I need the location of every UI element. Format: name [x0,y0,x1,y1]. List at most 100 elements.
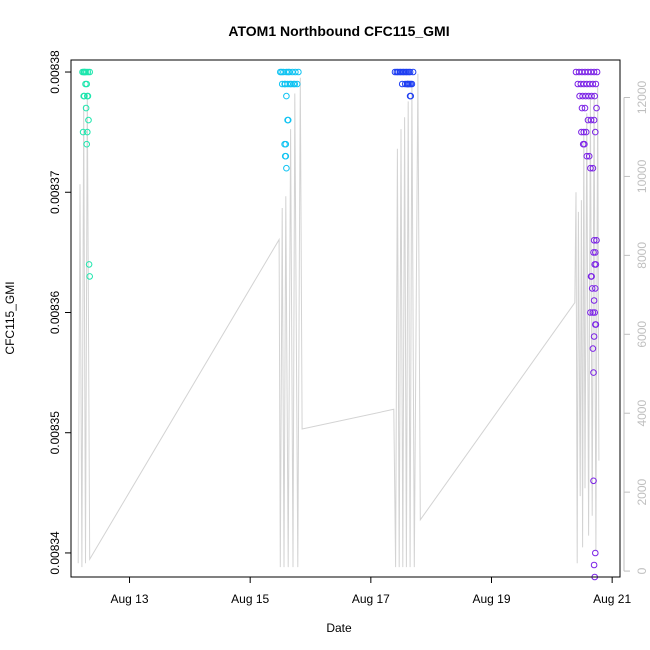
data-point [590,249,597,256]
data-point [588,273,595,280]
x-tick-label: Aug 15 [231,592,269,606]
data-point [83,140,90,148]
y-axis-right: 0 2000 4000 6000 8000 10000 12000 [623,80,649,574]
y-left-tick-label: 0.00834 [48,531,62,575]
data-point [590,297,598,304]
data-point [582,128,590,136]
data-point [578,104,586,112]
data-point [404,80,411,88]
data-point [592,80,600,88]
data-point [82,80,89,88]
data-point [585,152,593,160]
y-left-tick-label: 0.00838 [48,50,62,94]
data-point [592,549,599,557]
y-left-tick-label: 0.00835 [48,411,62,455]
data-point [82,104,90,112]
y-axis-left: 0.00834 0.00835 0.00836 0.00837 0.00838 [48,50,71,575]
data-point [86,273,93,280]
data-point [590,68,598,76]
data-point [590,333,598,340]
data-point [593,104,600,112]
data-point [578,128,585,136]
data-point [593,237,600,244]
data-point [587,309,594,316]
data-point [293,80,301,88]
data-point [295,68,302,76]
data-point [580,128,588,136]
data-point [84,92,92,100]
data-point [587,164,594,172]
data-point [406,80,413,88]
data-point [590,237,598,244]
data-point [591,261,599,268]
y-right-tick-label: 6000 [635,321,649,348]
data-point [80,68,87,76]
data-point [581,104,589,112]
data-point [590,561,598,569]
data-point [84,128,91,136]
data-point [589,309,597,316]
data-point [286,80,294,88]
scatter-layer [79,68,601,581]
data-point [592,249,599,256]
data-point [583,152,591,160]
data-point [590,477,597,485]
data-point [290,80,297,88]
chart-title: ATOM1 Northbound CFC115_GMI [228,23,449,39]
y-left-tick-label: 0.00837 [48,170,62,214]
data-point [292,68,299,76]
data-point [84,68,92,76]
data-point [588,285,596,292]
data-point [586,80,594,88]
y-right-tick-label: 0 [635,567,649,574]
y-right-tick-label: 10000 [635,159,649,193]
data-point [585,92,592,100]
data-point [409,68,417,76]
data-point [589,80,597,88]
y-right-tick-label: 4000 [635,400,649,427]
data-point [407,92,415,100]
data-point [284,116,292,124]
data-point [402,68,410,76]
data-point [282,152,290,160]
data-point [284,68,292,76]
y-right-tick-label: 12000 [635,80,649,114]
data-point [80,92,87,100]
x-axis-label: Date [326,621,352,635]
x-tick-label: Aug 13 [110,592,148,606]
data-point [581,140,588,148]
data-point [592,321,599,328]
data-point [283,164,290,172]
altitude-line [77,73,600,568]
data-point [591,92,599,100]
y-right-tick-label: 8000 [635,242,649,269]
data-point [589,164,597,172]
plot-frame [70,59,621,578]
data-point [591,309,599,316]
y-axis-label: CFC115_GMI [3,281,17,354]
x-tick-label: Aug 21 [593,592,631,606]
x-axis: Aug 13 Aug 15 Aug 17 Aug 19 Aug 21 [110,577,631,606]
x-tick-label: Aug 19 [472,592,510,606]
data-point [592,128,599,136]
data-point [405,68,413,76]
y-left-tick-label: 0.00836 [48,290,62,334]
data-point [583,80,591,88]
data-point [593,68,601,76]
data-point [85,116,92,124]
altitude-line-layer [77,73,600,568]
data-point [587,116,595,124]
data-point [590,116,598,124]
data-point [85,261,93,268]
data-point [278,68,285,76]
data-point [589,345,597,352]
x-tick-label: Aug 17 [352,592,390,606]
data-point [283,92,290,100]
data-point [282,140,290,148]
data-point [79,128,87,136]
y-right-tick-label: 2000 [635,478,649,505]
data-point [592,285,599,292]
data-point [590,369,597,376]
data-point [588,92,595,100]
